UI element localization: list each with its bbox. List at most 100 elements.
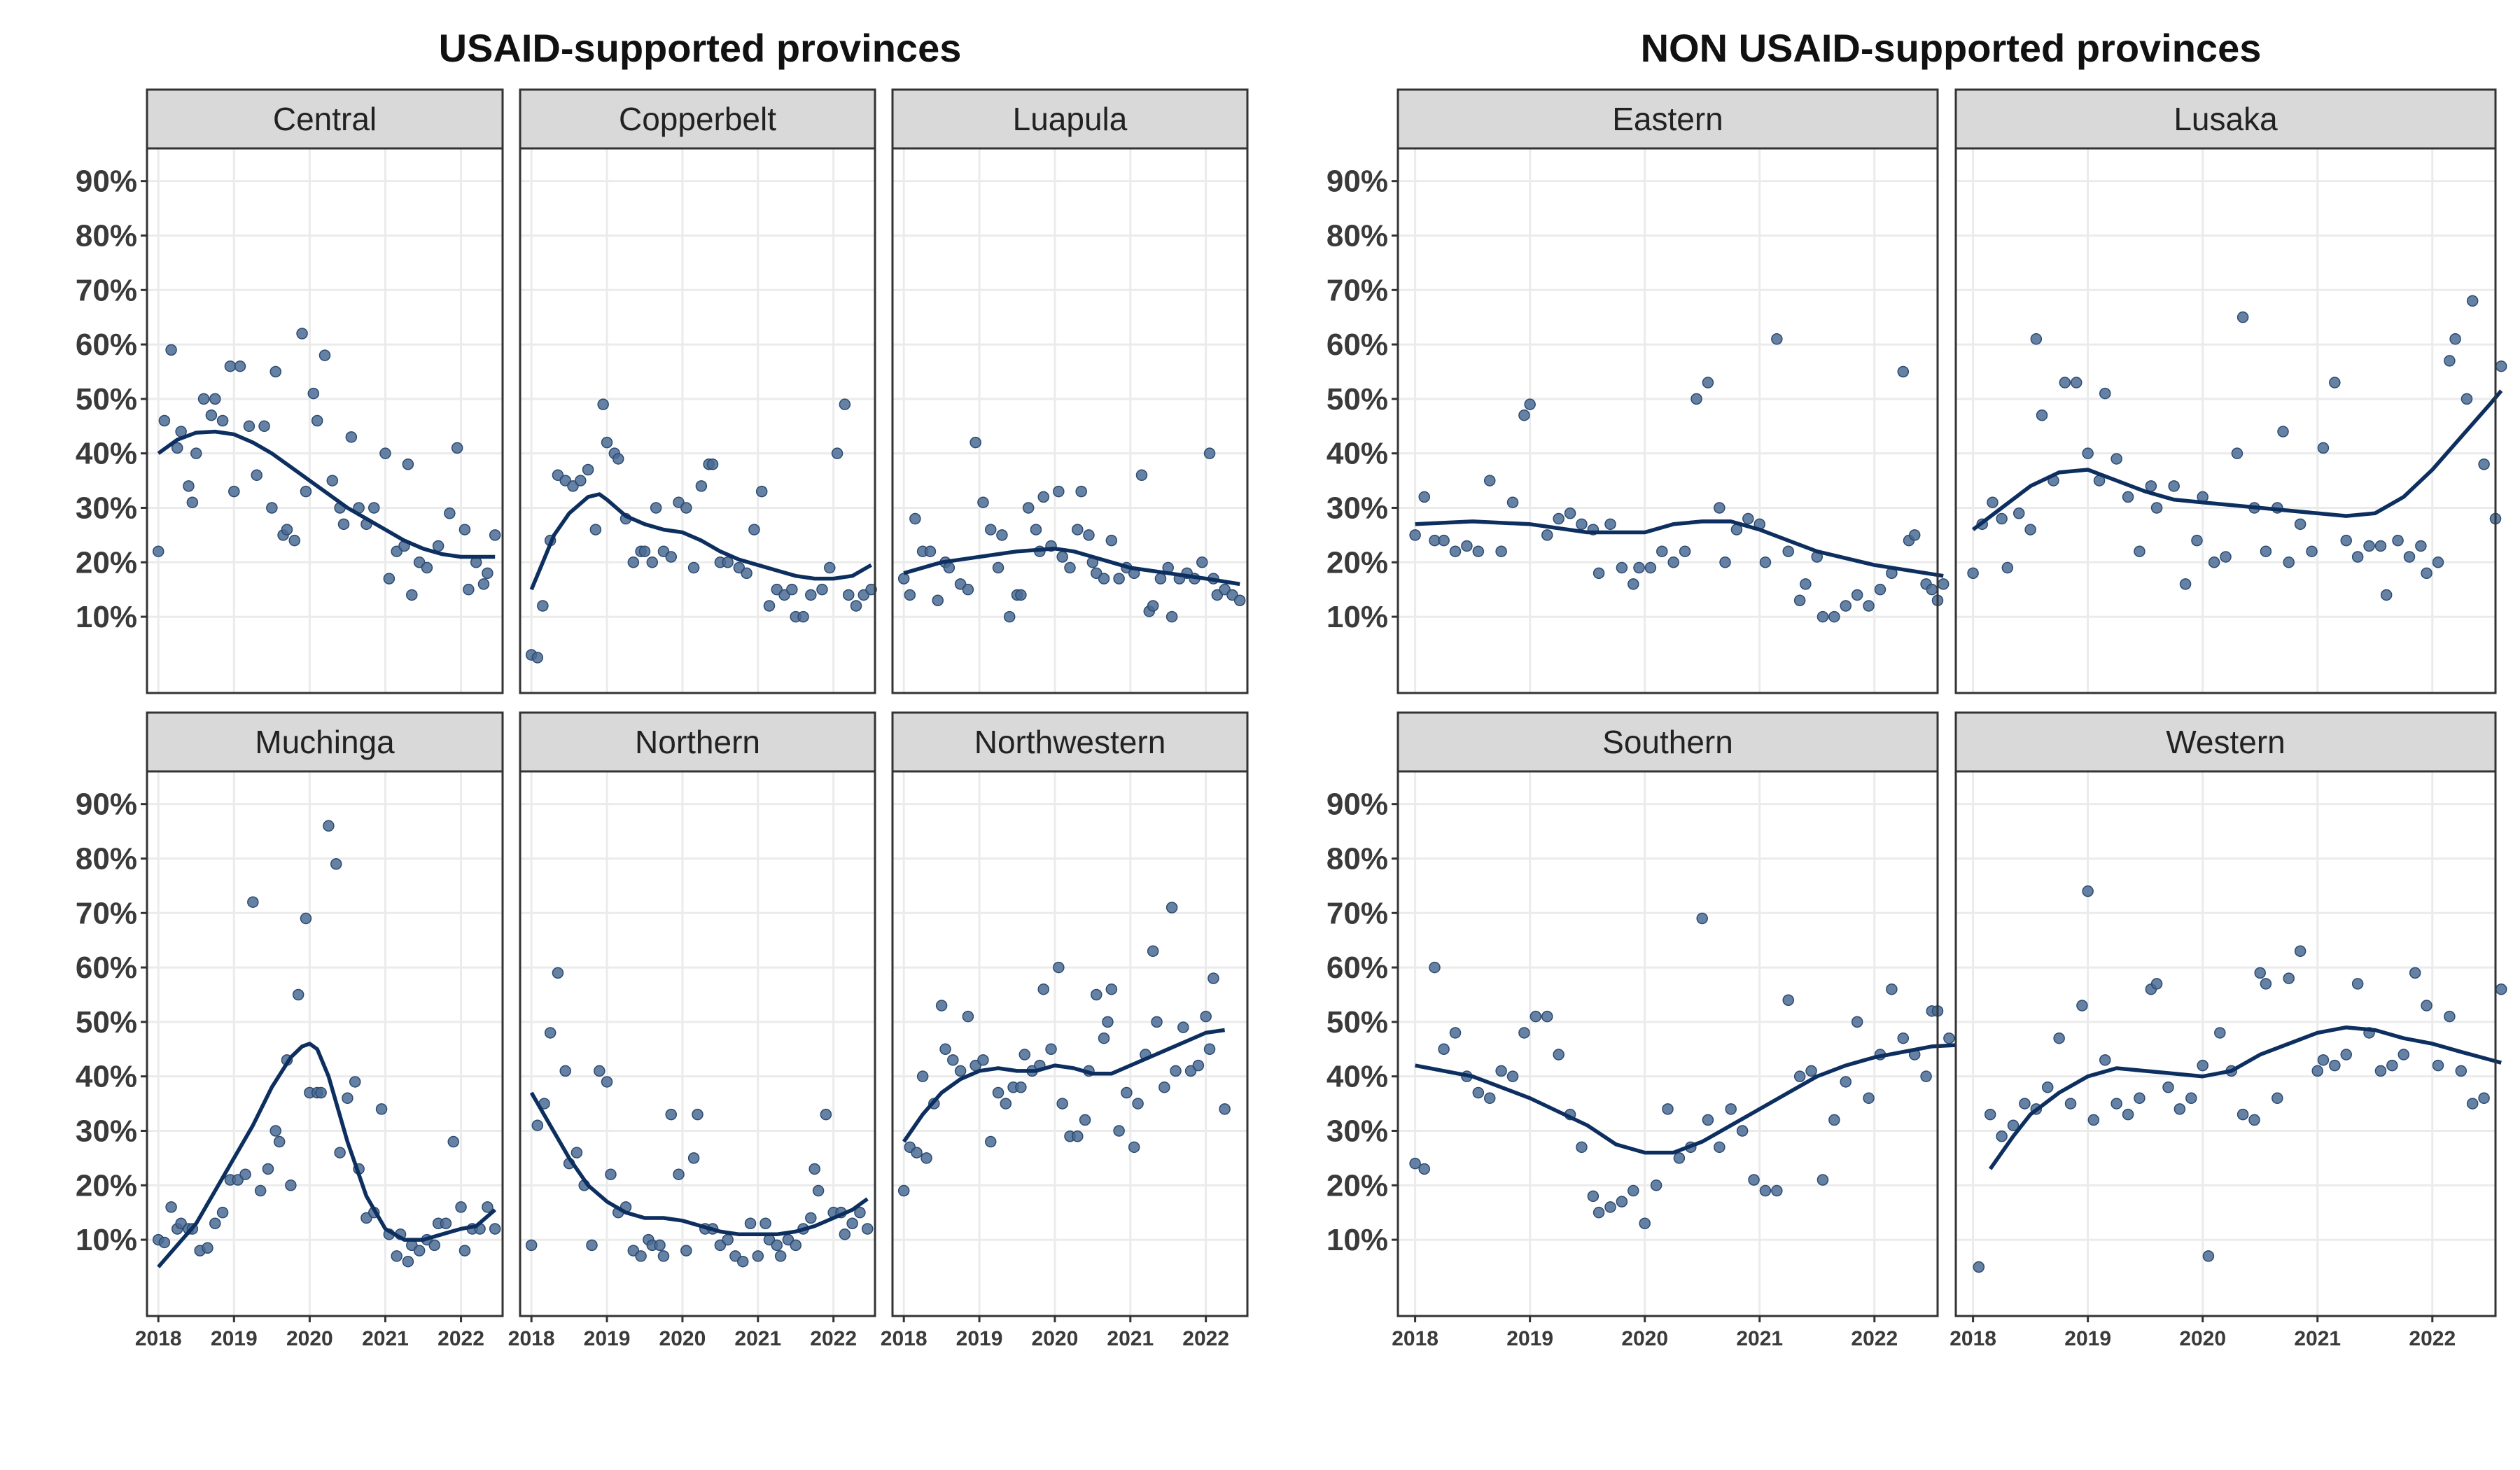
data-point	[421, 561, 433, 574]
y-tick-label: 80%	[76, 218, 137, 253]
trend-line	[903, 547, 1240, 587]
data-point	[706, 458, 719, 470]
data-point	[183, 480, 195, 492]
panel-frame	[146, 770, 504, 1317]
data-point	[406, 589, 418, 601]
data-point	[839, 1228, 851, 1240]
y-tick-label: 70%	[76, 896, 137, 930]
data-point	[216, 414, 229, 427]
data-point	[2329, 1059, 2341, 1072]
data-point	[1541, 529, 1553, 541]
data-point	[687, 1152, 700, 1164]
panel-background	[1956, 148, 2496, 693]
y-tick-label: 60%	[1326, 328, 1388, 362]
data-point	[463, 583, 475, 596]
data-point	[1072, 1130, 1084, 1142]
data-point	[1015, 1081, 1027, 1093]
y-tick-label: 10%	[76, 1223, 137, 1257]
data-point	[1000, 1098, 1012, 1110]
data-point	[2168, 480, 2180, 492]
data-point	[657, 1250, 670, 1262]
data-point	[597, 398, 609, 410]
data-point	[1003, 610, 1016, 623]
data-point	[2082, 447, 2094, 459]
facet-label: Southern	[1602, 724, 1733, 760]
data-point	[752, 1250, 764, 1262]
data-point	[665, 1108, 677, 1121]
trend-line	[529, 492, 872, 591]
data-point	[984, 1135, 997, 1148]
data-point	[2012, 507, 2025, 519]
data-point	[311, 414, 323, 427]
data-point	[1702, 377, 1714, 388]
data-point	[692, 1108, 704, 1121]
data-point	[2495, 983, 2507, 995]
data-point	[962, 583, 974, 596]
data-point	[1409, 529, 1421, 541]
data-point	[996, 529, 1008, 541]
data-point	[1158, 1081, 1170, 1093]
data-point	[391, 1250, 402, 1262]
x-tick-label: 2020	[286, 1327, 333, 1350]
panel-background	[892, 771, 1247, 1316]
data-point	[755, 485, 768, 498]
data-point	[1673, 1152, 1686, 1164]
data-point	[1696, 912, 1708, 925]
data-point	[575, 475, 587, 486]
data-point	[2174, 1103, 2186, 1115]
facet-strip	[519, 88, 876, 150]
data-point	[935, 1000, 948, 1011]
facet-label: Eastern	[1612, 101, 1723, 137]
data-point	[209, 1217, 221, 1229]
data-point	[2340, 1049, 2352, 1060]
data-point	[1782, 545, 1794, 557]
data-point	[444, 507, 456, 519]
data-point	[1166, 902, 1178, 913]
facet-northern: Northern 2018 2019 2020 2021 2022	[508, 711, 876, 1350]
data-point	[2236, 1108, 2249, 1121]
data-point	[2294, 945, 2306, 957]
data-point	[216, 1206, 229, 1219]
data-point	[1771, 1184, 1783, 1197]
data-point	[2214, 1027, 2226, 1039]
data-point	[270, 365, 281, 378]
data-point	[1135, 469, 1148, 482]
data-point	[2059, 377, 2071, 388]
x-tick-label: 2019	[211, 1327, 258, 1350]
data-point	[1840, 1076, 1852, 1088]
x-tick-label: 2020	[1032, 1327, 1079, 1350]
data-point	[1472, 545, 1485, 557]
data-point	[1147, 600, 1159, 612]
data-point	[722, 556, 734, 568]
panel-frame	[1954, 147, 2497, 694]
y-tick-label: 30%	[76, 491, 137, 525]
facet-label: Luapula	[1013, 101, 1128, 137]
data-point	[482, 1201, 493, 1213]
data-point	[1056, 1098, 1068, 1110]
data-point	[1926, 583, 1938, 596]
data-point	[589, 524, 602, 536]
data-point	[2380, 589, 2393, 601]
data-point	[458, 1245, 471, 1256]
data-point	[315, 1086, 327, 1099]
data-point	[1072, 524, 1084, 536]
data-point	[1098, 573, 1110, 584]
data-point	[594, 1065, 606, 1077]
data-point	[1170, 1065, 1182, 1077]
data-point	[850, 600, 862, 612]
data-point	[1592, 567, 1605, 580]
data-point	[1851, 1016, 1863, 1028]
data-point	[2351, 551, 2364, 563]
facet-strip	[146, 88, 504, 150]
data-point	[1863, 600, 1875, 612]
data-point	[646, 556, 659, 568]
data-point	[605, 1168, 617, 1180]
facet-label: Northern	[635, 724, 760, 760]
y-tick-label: 50%	[1326, 382, 1388, 416]
data-point	[234, 360, 246, 372]
x-tick-label: 2021	[362, 1327, 409, 1350]
data-point	[1113, 573, 1125, 584]
x-tick-label: 2018	[508, 1327, 555, 1350]
data-point	[839, 398, 851, 410]
data-point	[771, 1239, 783, 1252]
